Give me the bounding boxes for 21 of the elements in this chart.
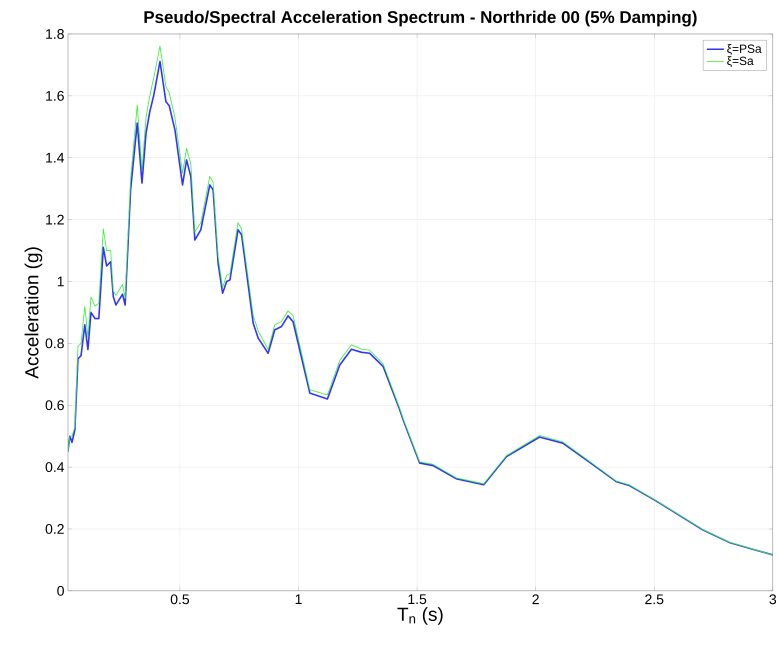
x-tick-label: 1.5 [408, 594, 426, 604]
y-tick-label: 1.2 [46, 214, 64, 225]
legend-label: ξ=PSa [727, 44, 762, 55]
x-tick-label: 0.5 [170, 594, 190, 604]
y-tick-label: 1 [58, 276, 64, 286]
x-axis-title: T$_{n}$ (s) [397, 607, 443, 625]
legend-label: ξ=Sa [727, 56, 754, 68]
x-tick-label: 2.5 [645, 594, 664, 604]
chart-title: Pseudo/Spectral Acceleration Spectrum - Northride 00 (5% Damping) [144, 10, 697, 27]
y-axis-title: Acceleration (g) [24, 247, 42, 379]
y-tick-label: 1.4 [46, 153, 64, 163]
y-tick-label: 0.2 [46, 524, 64, 534]
y-tick-label: 0 [57, 586, 64, 596]
x-tick-label: 1 [296, 594, 302, 604]
x-tick-label: 3 [769, 594, 776, 604]
x-tick-label: 2 [532, 594, 539, 604]
y-tick-label: 1.8 [46, 29, 64, 39]
y-tick-label: 0.4 [46, 462, 64, 472]
y-tick-label: 0.6 [46, 400, 64, 410]
y-tick-label: 1.6 [46, 90, 64, 101]
y-tick-label: 0.8 [46, 338, 64, 348]
